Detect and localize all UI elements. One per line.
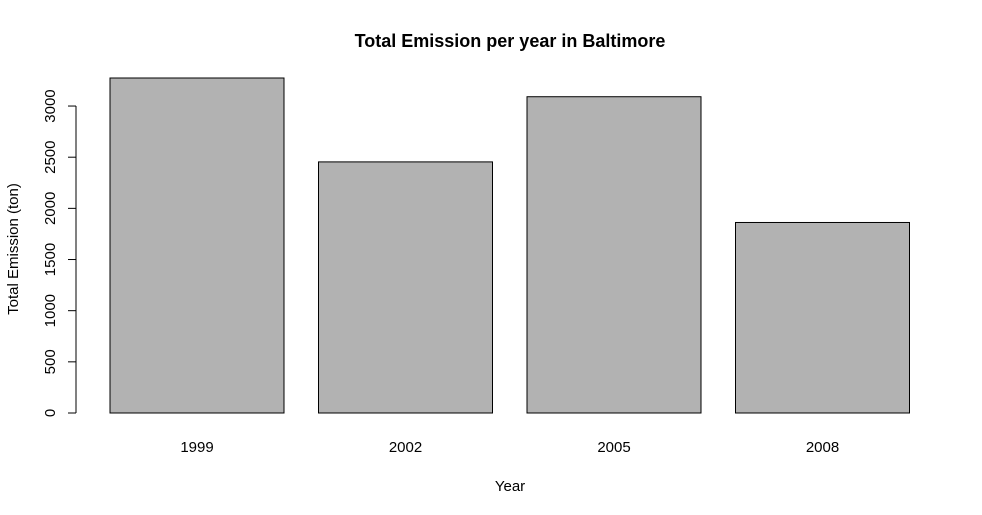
y-tick-label: 1500 [42, 243, 59, 276]
y-tick-label: 2500 [42, 141, 59, 174]
y-tick-label: 0 [42, 409, 59, 417]
bar [318, 161, 493, 414]
bar [109, 77, 285, 414]
y-tick-label: 2000 [42, 192, 59, 225]
y-axis-label: Total Emission (ton) [5, 183, 22, 315]
x-tick-label: 1999 [180, 439, 213, 456]
x-tick-label: 2005 [597, 439, 630, 456]
x-tick-label: 2008 [806, 439, 839, 456]
bars-group [109, 77, 910, 414]
bar [526, 96, 702, 414]
x-axis-tick-labels: 1999 2002 2005 2008 [180, 439, 839, 456]
y-tick-label: 500 [42, 349, 59, 374]
y-tick-label: 3000 [42, 89, 59, 122]
x-axis-label: Year [495, 478, 525, 495]
y-axis-ticks: 0 500 1000 1500 2000 2500 3000 [42, 89, 76, 417]
chart-title: Total Emission per year in Baltimore [355, 31, 666, 51]
x-tick-label: 2002 [389, 439, 422, 456]
y-tick-label: 1000 [42, 294, 59, 327]
bar [735, 221, 910, 414]
